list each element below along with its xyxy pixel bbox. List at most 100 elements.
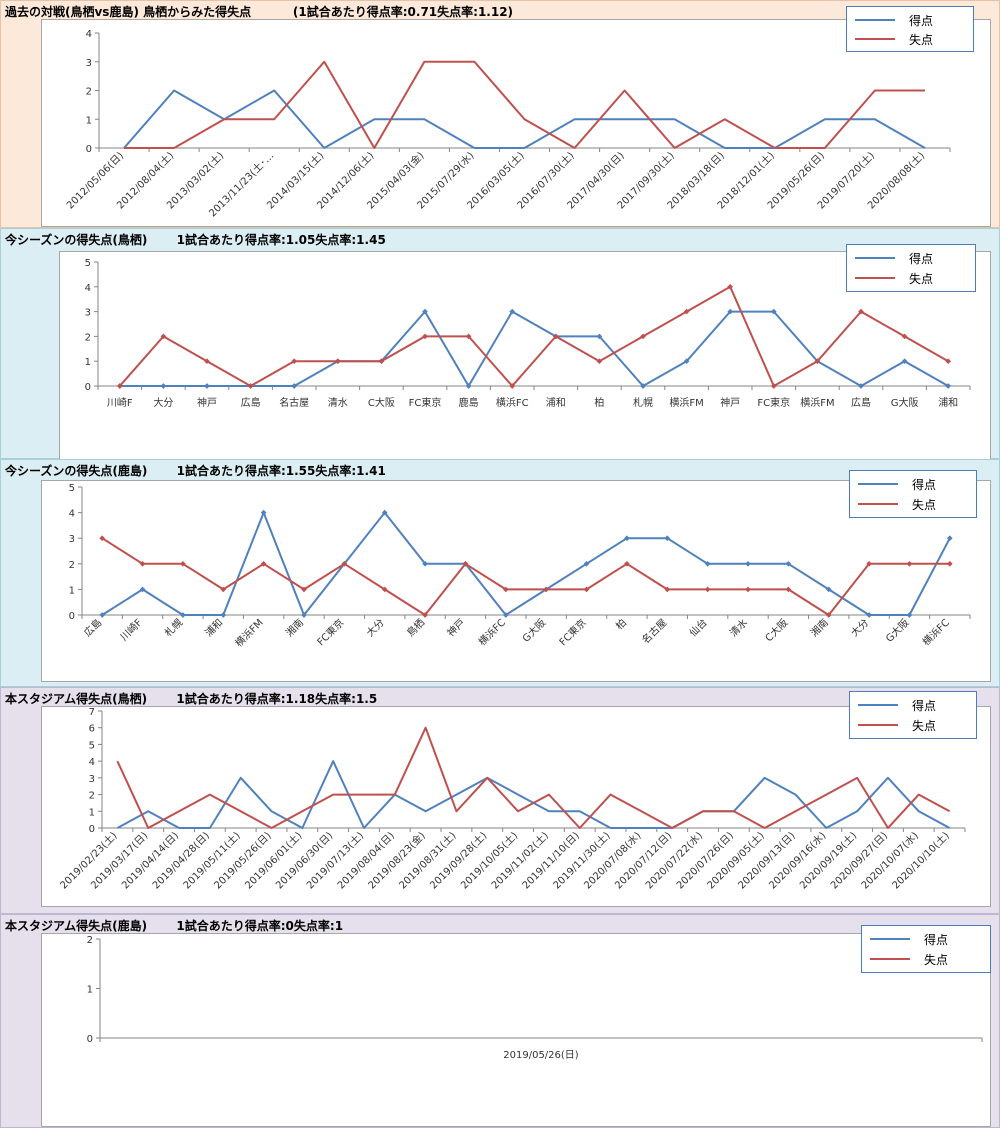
conceded-legend-label: 失点: [909, 32, 934, 47]
score-data-point: [301, 612, 307, 618]
conceded-legend-swatch: [855, 38, 895, 40]
score-data-point: [727, 308, 734, 315]
x-tick-label: FC東京: [409, 396, 442, 409]
conceded-data-point: [901, 333, 908, 340]
x-tick-label: 清水: [727, 616, 750, 639]
chart-heading: 今シーズンの得失点(鹿島) 1試合あたり得点率:1.55失点率:1.41: [5, 462, 386, 479]
score-data-point: [583, 560, 590, 567]
chart-svg: 0 1 2 2019/05/26(日): [87, 935, 983, 1061]
x-tick-label: 2019/11/10(日): [521, 830, 582, 891]
chart-title: 今シーズンの得失点(鹿島): [5, 464, 148, 478]
conceded-data-point: [814, 358, 821, 365]
score-data-point: [858, 383, 864, 389]
x-tick-label: 仙台: [686, 616, 709, 639]
x-tick-label: 2019/03/17(日): [89, 830, 150, 891]
conceded-data-point: [858, 308, 864, 315]
chart-title: 今シーズンの得失点(鳥栖): [5, 233, 148, 247]
y-tick-label: 1: [69, 585, 75, 596]
score-legend-label: 得点: [909, 13, 934, 28]
x-tick-label: 2020/09/13(日): [736, 830, 797, 891]
x-tick-label: 神戸: [197, 396, 217, 409]
chart-heading: 過去の対戦(鳥栖vs鹿島) 鳥栖からみた得失点 (1試合あたり得点率:0.71失…: [5, 3, 513, 20]
chart-svg: 012342012/05/06(日)2012/08/04(土)2013/03/0…: [65, 29, 951, 219]
y-tick-label: 0: [87, 1034, 93, 1045]
score-series-line: [119, 310, 949, 387]
score-data-point: [220, 612, 227, 618]
score-legend-label: 得点: [924, 932, 949, 947]
score-data-point: [640, 383, 646, 389]
score-legend-label: 得点: [912, 698, 937, 713]
y-tick-label: 2: [86, 87, 92, 98]
x-tick-label: 鹿島: [459, 396, 479, 409]
chart-stats: 1試合あたり得点率:0失点率:1: [176, 919, 344, 933]
x-tick-label: G大阪: [883, 616, 912, 645]
score-data-point: [770, 308, 777, 315]
x-tick-label: 札幌: [162, 616, 185, 639]
conceded-legend-swatch: [855, 277, 895, 279]
x-tick-label: C大阪: [368, 396, 395, 409]
x-tick-label: 名古屋: [639, 616, 669, 646]
x-tick-label: 川崎F: [117, 616, 145, 644]
score-data-point: [381, 509, 388, 516]
y-tick-label: 5: [85, 258, 91, 269]
conceded-data-point: [624, 560, 630, 567]
x-tick-label: 柏: [613, 616, 629, 632]
x-tick-label: 横浜FM: [669, 396, 703, 409]
x-tick-label: 2019/05/26(日): [213, 830, 274, 891]
x-tick-label: 2019/06/30(日): [274, 830, 335, 891]
score-legend-swatch: [855, 257, 895, 259]
chart-heading: 本スタジアム得失点(鳥栖) 1試合あたり得点率:1.18失点率:1.5: [5, 690, 377, 707]
y-tick-label: 7: [89, 707, 95, 718]
y-tick-label: 2: [89, 791, 95, 802]
score-data-point: [596, 333, 603, 340]
x-tick-label: 大分: [364, 616, 387, 639]
x-tick-label: 神戸: [720, 396, 740, 409]
x-tick-label: 2019/05/26(日): [503, 1050, 579, 1061]
score-data-point: [683, 358, 690, 365]
conceded-data-point: [543, 586, 550, 593]
x-tick-label: G大阪: [891, 396, 919, 409]
head-to-head-panel: 過去の対戦(鳥栖vs鹿島) 鳥栖からみた得失点 (1試合あたり得点率:0.71失…: [0, 0, 1000, 228]
x-tick-label: 柏: [594, 396, 604, 409]
score-legend-swatch: [858, 483, 898, 485]
y-tick-label: 6: [89, 724, 95, 735]
y-tick-label: 4: [85, 283, 91, 294]
conceded-data-point: [945, 358, 952, 365]
y-tick-label: 3: [69, 534, 75, 545]
chart-legend: 得点 失点: [849, 691, 977, 739]
conceded-data-point: [825, 612, 832, 618]
conceded-data-point: [727, 283, 734, 290]
chart-legend: 得点 失点: [846, 244, 976, 292]
y-tick-label: 5: [89, 740, 95, 751]
y-tick-label: 0: [85, 382, 91, 393]
conceded-data-point: [664, 586, 671, 593]
x-tick-label: 横浜FC: [476, 616, 508, 648]
y-tick-label: 1: [89, 807, 95, 818]
conceded-series-line: [116, 726, 951, 829]
conceded-data-point: [116, 383, 123, 389]
y-tick-label: 5: [69, 483, 75, 494]
conceded-legend-swatch: [870, 958, 910, 960]
score-series-line: [123, 89, 926, 149]
conceded-legend-swatch: [858, 503, 898, 505]
score-data-point: [906, 612, 913, 618]
chart-legend: 得点 失点: [849, 470, 977, 518]
chart-svg: 012345672019/02/23(土)2019/03/17(日)2019/0…: [57, 707, 966, 892]
x-tick-label: 広島: [241, 396, 261, 409]
conceded-data-point: [160, 333, 167, 340]
score-data-point: [664, 535, 671, 542]
score-data-point: [945, 383, 952, 389]
tosu-stadium-chart: 0 1 2 3 4 5 6 7 2019/02/23(土) 2019/03/17(日) 2019/0…: [41, 706, 991, 907]
x-tick-label: 2020/07/08(水): [582, 830, 644, 892]
score-data-point: [704, 560, 711, 567]
conceded-data-point: [683, 308, 690, 315]
y-tick-label: 0: [86, 144, 92, 155]
y-tick-label: 4: [69, 509, 75, 520]
conceded-data-point: [770, 383, 777, 389]
chart-legend: 得点 失点: [861, 925, 991, 973]
conceded-legend-label: 失点: [924, 952, 949, 967]
x-tick-label: 大分: [153, 396, 173, 409]
x-tick-label: 神戸: [444, 616, 467, 639]
kashima-stadium-panel: 本スタジアム得失点(鹿島) 1試合あたり得点率:0失点率:1 0 1 2 2019/0…: [0, 914, 1000, 1128]
